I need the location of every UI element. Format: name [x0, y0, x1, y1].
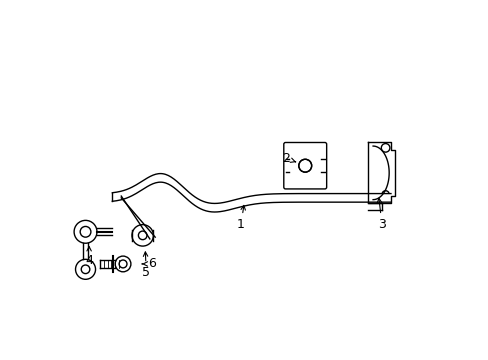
Text: 2: 2	[282, 152, 295, 165]
Text: 6: 6	[142, 257, 155, 270]
Text: 3: 3	[376, 198, 385, 231]
Text: 4: 4	[85, 247, 93, 267]
Text: 1: 1	[237, 206, 245, 231]
Text: 5: 5	[142, 252, 150, 279]
